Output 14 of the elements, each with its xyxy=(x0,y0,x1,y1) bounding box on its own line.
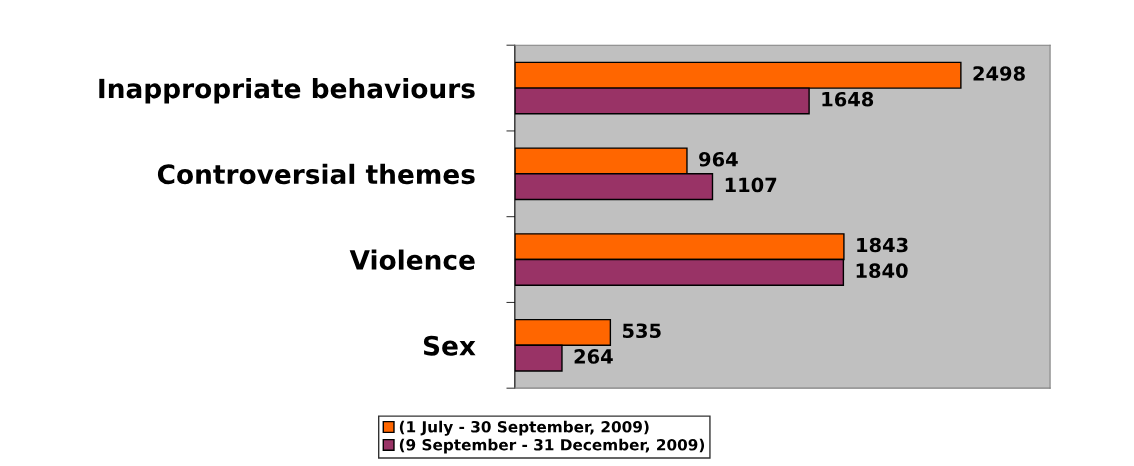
data-label: 1843 xyxy=(857,237,908,253)
y-tick-label: Violence xyxy=(349,249,475,270)
y-tick-label: Controversial themes xyxy=(157,163,475,185)
data-label: 964 xyxy=(699,151,738,167)
data-label: 1107 xyxy=(725,177,777,193)
legend-label: (1 July - 30 September, 2009) xyxy=(399,420,649,436)
data-label: 1840 xyxy=(856,263,908,279)
data-label: 535 xyxy=(622,323,661,339)
data-label: 1648 xyxy=(822,91,874,107)
data-label: 264 xyxy=(574,349,613,364)
legend-label: (9 September - 31 December, 2009) xyxy=(399,438,705,454)
y-tick-label: Sex xyxy=(423,335,476,356)
data-label: 2498 xyxy=(973,66,1025,81)
y-tick-label: Inappropriate behaviours xyxy=(99,78,475,104)
